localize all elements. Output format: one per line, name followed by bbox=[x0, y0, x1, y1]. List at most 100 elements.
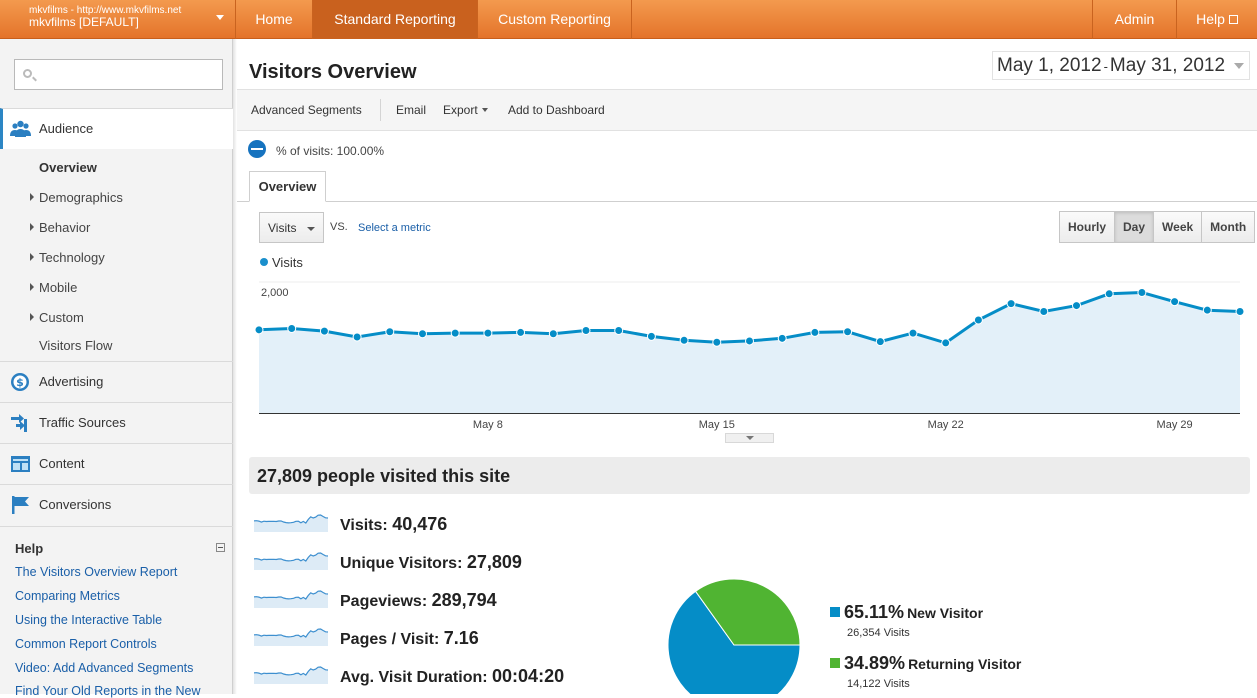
sidebar-section-traffic-sources[interactable]: Traffic Sources bbox=[0, 402, 233, 443]
legend-swatch bbox=[830, 658, 840, 668]
svg-text:$: $ bbox=[16, 376, 24, 389]
tab-overview[interactable]: Overview bbox=[249, 171, 326, 202]
legend-percent: 34.89% Returning Visitor bbox=[844, 653, 1021, 674]
data-point bbox=[516, 327, 526, 337]
visitor-type-pie-chart[interactable] bbox=[668, 578, 802, 694]
vs-label: VS. bbox=[330, 221, 348, 233]
nav-admin[interactable]: Admin bbox=[1092, 0, 1177, 39]
data-point bbox=[548, 329, 558, 339]
granularity-month-button[interactable]: Month bbox=[1202, 212, 1255, 242]
search-input[interactable] bbox=[39, 65, 219, 85]
email-button[interactable]: Email bbox=[396, 103, 427, 117]
sparkline-fill bbox=[254, 591, 328, 608]
sidebar-section-label: Traffic Sources bbox=[39, 415, 126, 430]
sidebar-item-custom[interactable]: Custom bbox=[30, 310, 84, 325]
sidebar-section-advertising[interactable]: $ Advertising bbox=[0, 361, 233, 402]
sidebar-item-visitors-flow[interactable]: Visitors Flow bbox=[39, 338, 113, 353]
date-range-picker[interactable]: May 1, 2012- May 31, 2012 bbox=[992, 51, 1250, 80]
nav-standard-reporting[interactable]: Standard Reporting bbox=[313, 0, 478, 39]
nav-help[interactable]: Help bbox=[1177, 0, 1257, 39]
granularity-day-button[interactable]: Day bbox=[1115, 212, 1155, 242]
metric-row-pageviews[interactable]: Pageviews: 289,794 bbox=[254, 588, 634, 612]
help-link[interactable]: The Visitors Overview Report bbox=[15, 565, 178, 579]
metric-text: Pageviews: 289,794 bbox=[340, 590, 497, 611]
metric-label: Pageviews: bbox=[340, 593, 428, 610]
account-selector[interactable]: mkvfilms - http://www.mkvfilms.net mkvfi… bbox=[0, 0, 236, 39]
nav-home[interactable]: Home bbox=[236, 0, 313, 39]
granularity-toggle: Hourly Day Week Month bbox=[1059, 211, 1256, 243]
granularity-week-button[interactable]: Week bbox=[1154, 212, 1203, 242]
data-point bbox=[777, 333, 787, 343]
legend-percent: 65.11% New Visitor bbox=[844, 602, 983, 623]
help-title: Help bbox=[15, 541, 44, 556]
sidebar-item-demographics[interactable]: Demographics bbox=[30, 190, 123, 205]
metric-label: Unique Visitors: bbox=[340, 555, 463, 572]
x-tick-label: May 15 bbox=[699, 419, 735, 431]
data-point bbox=[319, 326, 329, 336]
metric-row-unique-visitors[interactable]: Unique Visitors: 27,809 bbox=[254, 550, 634, 574]
dollar-icon: $ bbox=[11, 373, 29, 391]
metric-text: Visits: 40,476 bbox=[340, 514, 447, 535]
sidebar-item-label: Demographics bbox=[39, 190, 123, 205]
data-point bbox=[1072, 301, 1081, 311]
pie-slice[interactable] bbox=[694, 578, 801, 646]
sidebar-item-behavior[interactable]: Behavior bbox=[30, 220, 90, 235]
sidebar-section-conversions[interactable]: Conversions bbox=[0, 484, 233, 525]
sidebar-item-overview[interactable]: Overview bbox=[39, 160, 97, 175]
area-fill bbox=[259, 292, 1240, 413]
help-link[interactable]: Find Your Old Reports in the New bbox=[15, 684, 201, 698]
content-page-icon bbox=[11, 456, 30, 472]
data-point bbox=[1039, 306, 1049, 316]
sparkline-line bbox=[254, 666, 328, 676]
data-point bbox=[614, 325, 624, 335]
metric-text: Avg. Visit Duration: 00:04:20 bbox=[340, 666, 564, 687]
advanced-segments-button[interactable]: Advanced Segments bbox=[251, 103, 362, 117]
data-point bbox=[712, 337, 722, 347]
sidebar-divider bbox=[233, 39, 237, 694]
page-title: Visitors Overview bbox=[249, 61, 417, 83]
sidebar-section-content[interactable]: Content bbox=[0, 443, 233, 484]
metric-row-pages-per-visit[interactable]: Pages / Visit: 7.16 bbox=[254, 626, 634, 650]
search-box[interactable] bbox=[14, 59, 223, 90]
sparkline-fill bbox=[254, 553, 328, 570]
help-link[interactable]: Using the Interactive Table bbox=[15, 613, 163, 627]
chevron-down-icon bbox=[216, 15, 224, 20]
add-to-dashboard-button[interactable]: Add to Dashboard bbox=[508, 103, 605, 117]
metric-text: Pages / Visit: 7.16 bbox=[340, 628, 479, 649]
help-panel: Help The Visitors Overview Report Compar… bbox=[0, 526, 233, 698]
legend-percent-value: 65.11% bbox=[844, 602, 905, 622]
metric-row-avg-visit-duration[interactable]: Avg. Visit Duration: 00:04:20 bbox=[254, 664, 634, 688]
collapse-icon[interactable] bbox=[216, 543, 225, 552]
metric-select[interactable]: Visits bbox=[259, 212, 324, 243]
expand-arrow-icon bbox=[30, 193, 34, 201]
chart-expand-handle[interactable] bbox=[725, 433, 774, 443]
export-button[interactable]: Export bbox=[443, 103, 488, 117]
sidebar-item-label: Technology bbox=[39, 250, 105, 265]
help-link[interactable]: Common Report Controls bbox=[15, 637, 157, 651]
data-point bbox=[810, 327, 820, 337]
metric-label: Visits: bbox=[340, 517, 388, 534]
select-metric-link[interactable]: Select a metric bbox=[358, 222, 431, 234]
account-url: mkvfilms - http://www.mkvfilms.net bbox=[29, 5, 182, 16]
sidebar-section-label: Audience bbox=[39, 121, 94, 136]
sidebar-section-audience[interactable]: Audience bbox=[0, 108, 233, 149]
help-link[interactable]: Comparing Metrics bbox=[15, 589, 120, 603]
sidebar-item-technology[interactable]: Technology bbox=[30, 250, 105, 265]
x-tick-label: May 22 bbox=[928, 419, 964, 431]
legend-label: Visits bbox=[272, 255, 303, 270]
granularity-hourly-button[interactable]: Hourly bbox=[1060, 212, 1116, 242]
help-link[interactable]: Video: Add Advanced Segments bbox=[15, 661, 194, 675]
metric-row-visits[interactable]: Visits: 40,476 bbox=[254, 512, 634, 536]
segment-pie-icon bbox=[248, 140, 266, 158]
summary-bar: 27,809 people visited this site bbox=[249, 457, 1250, 494]
metric-value: 289,794 bbox=[431, 590, 497, 610]
metric-value: 00:04:20 bbox=[492, 666, 565, 686]
nav-custom-reporting[interactable]: Custom Reporting bbox=[478, 0, 632, 39]
expand-arrow-icon bbox=[30, 223, 34, 231]
data-point bbox=[352, 332, 362, 342]
pie-slice[interactable] bbox=[668, 590, 801, 694]
data-point bbox=[843, 327, 853, 337]
sidebar-item-mobile[interactable]: Mobile bbox=[30, 280, 77, 295]
sparkline bbox=[254, 514, 328, 532]
